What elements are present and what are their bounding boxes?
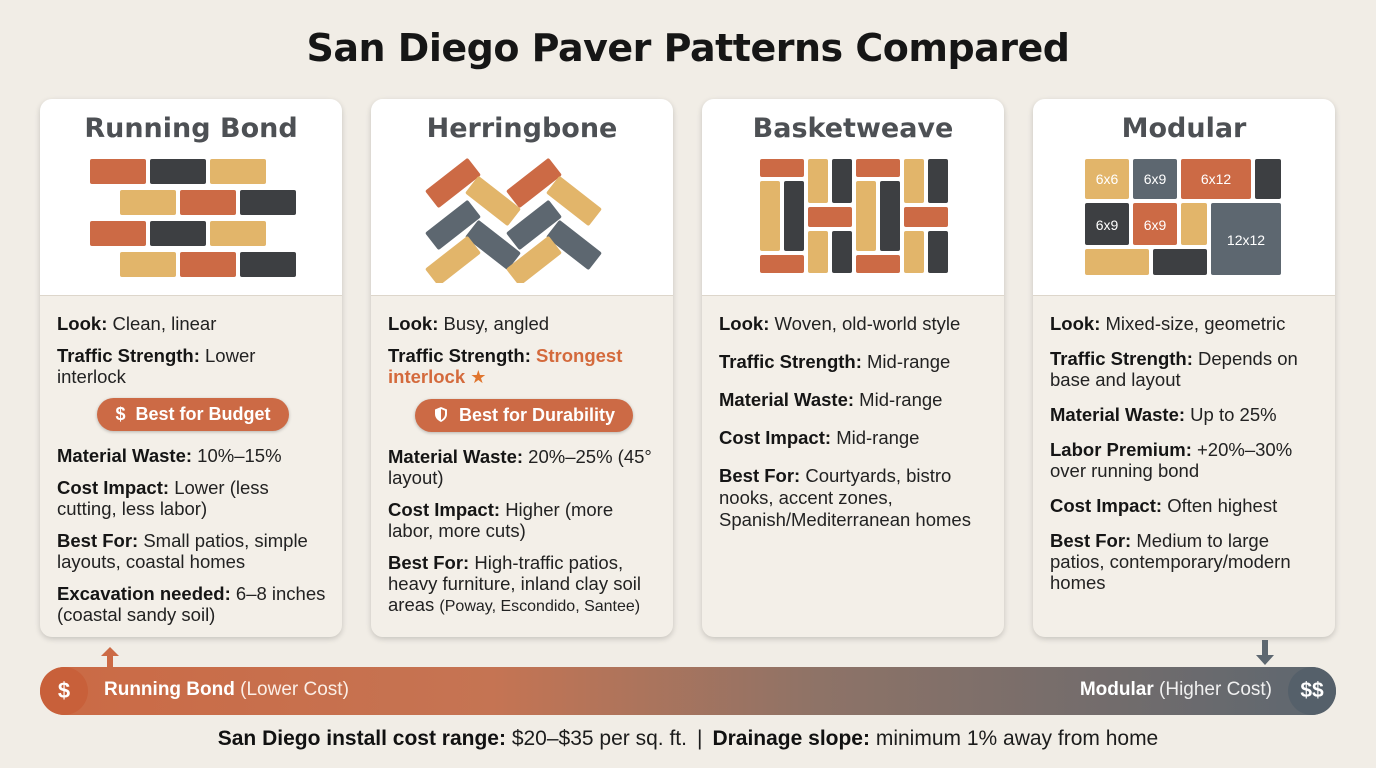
detail-best-for: Best For: Courtyards, bistro nooks, acce… — [719, 465, 971, 530]
tile-label: 6x6 — [1096, 171, 1119, 187]
detail-material-waste: Material Waste: 10%–15% — [57, 445, 282, 466]
shield-icon — [433, 405, 449, 425]
card-title: Modular — [1121, 113, 1247, 144]
card-running-bond: Running Bond Loo — [40, 99, 342, 637]
cost-scale-bar: $ Running Bond (Lower Cost) Modular (Hig… — [40, 667, 1336, 715]
scale-low-label: Running Bond (Lower Cost) — [104, 679, 349, 700]
detail-material-waste: Material Waste: Up to 25% — [1050, 404, 1277, 425]
herringbone-pattern-illustration — [371, 155, 673, 283]
scale-high-label: Modular (Higher Cost) — [1079, 679, 1272, 700]
card-details: Look: Clean, linear Traffic Strength: Lo… — [57, 313, 329, 636]
detail-best-for: Best For: Medium to large patios, contem… — [1050, 530, 1291, 593]
tile-label: 6x9 — [1144, 217, 1167, 233]
detail-excavation: Excavation needed: 6–8 inches (coastal s… — [57, 583, 326, 625]
dollar-icon: $ — [115, 404, 126, 424]
tile-label: 6x9 — [1096, 217, 1119, 233]
detail-look: Look: Clean, linear — [57, 313, 217, 334]
footer-note: San Diego install cost range: $20–$35 pe… — [217, 727, 1159, 750]
card-header: Modular 6x6 6x9 6x12 6x9 6x9 12 — [1033, 99, 1335, 296]
card-header: Herringbone — [371, 99, 673, 296]
detail-look: Look: Mixed-size, geometric — [1050, 313, 1286, 334]
detail-best-for: Best For: Small patios, simple layouts, … — [57, 530, 308, 572]
arrow-down-icon — [1256, 640, 1274, 665]
high-cost-dollar-icon: $$ — [1288, 667, 1336, 715]
running-bond-pattern-illustration — [40, 155, 342, 283]
detail-labor-premium: Labor Premium: +20%–30% over running bon… — [1050, 439, 1293, 481]
detail-traffic-strength: Traffic Strength: Lower interlock — [57, 345, 256, 387]
card-title: Herringbone — [426, 113, 618, 144]
card-header: Running Bond — [40, 99, 342, 296]
best-for-durability-badge: Best for Durability — [414, 399, 634, 432]
detail-look: Look: Busy, angled — [388, 313, 550, 334]
detail-cost-impact: Cost Impact: Lower (less cutting, less l… — [57, 477, 269, 519]
modular-pattern-illustration: 6x6 6x9 6x12 6x9 6x9 12x12 — [1033, 155, 1335, 283]
detail-material-waste: Material Waste: 20%–25% (45° layout) — [388, 446, 652, 488]
card-title: Running Bond — [84, 113, 298, 144]
low-cost-dollar-icon: $ — [40, 667, 88, 715]
card-header: Basketweave — [702, 99, 1004, 296]
tile-label: 12x12 — [1227, 232, 1265, 248]
detail-traffic-strength: Traffic Strength: Depends on base and la… — [1050, 348, 1298, 390]
basketweave-pattern-illustration — [702, 155, 1004, 283]
card-details: Look: Busy, angled Traffic Strength: Str… — [388, 313, 660, 628]
card-herringbone: Herringbone Look: Busy, angled Tra — [371, 99, 673, 637]
best-for-budget-badge: $ Best for Budget — [97, 398, 289, 431]
detail-cost-impact: Cost Impact: Mid-range — [719, 427, 920, 448]
arrow-up-icon — [101, 647, 119, 668]
detail-material-waste: Material Waste: Mid-range — [719, 389, 943, 410]
detail-traffic-strength: Traffic Strength: Mid-range — [719, 351, 951, 372]
page-title: San Diego Paver Patterns Compared — [306, 26, 1070, 70]
card-details: Look: Woven, old-world style Traffic Str… — [719, 313, 991, 542]
tile-label: 6x9 — [1144, 171, 1167, 187]
card-basketweave: Basketweave — [702, 99, 1004, 637]
card-details: Look: Mixed-size, geometric Traffic Stre… — [1050, 313, 1322, 604]
detail-best-for: Best For: High-traffic patios, heavy fur… — [388, 552, 641, 615]
star-icon: ★ — [470, 367, 487, 387]
detail-traffic-strength: Traffic Strength: Strongest interlock ★ — [388, 345, 623, 387]
detail-cost-impact: Cost Impact: Higher (more labor, more cu… — [388, 499, 614, 541]
detail-cost-impact: Cost Impact: Often highest — [1050, 495, 1278, 516]
detail-look: Look: Woven, old-world style — [719, 313, 961, 334]
tile-label: 6x12 — [1201, 171, 1232, 187]
card-modular: Modular 6x6 6x9 6x12 6x9 6x9 12 — [1033, 99, 1335, 637]
card-title: Basketweave — [752, 113, 954, 144]
